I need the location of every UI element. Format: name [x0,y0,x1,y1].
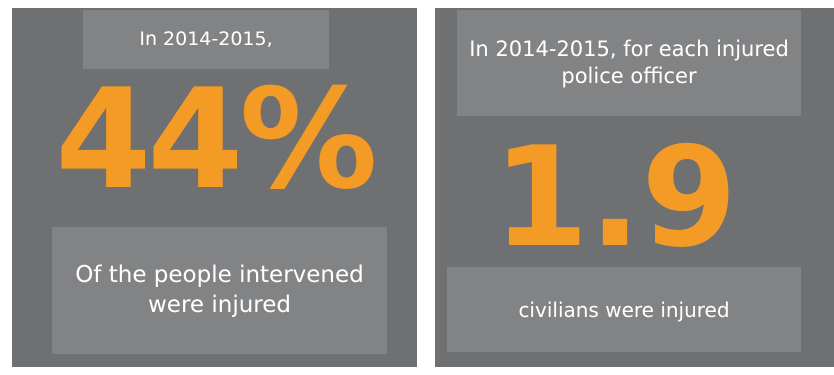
stat-value-civilian-ratio: 1.9 [492,117,738,278]
stat-card-civilian-ratio: In 2014-2015, for each injured police of… [435,8,834,367]
stat-card-intro: In 2014-2015, [83,10,329,69]
stat-value-percent-injured: 44% [55,59,377,220]
stat-card-intro: In 2014-2015, for each injured police of… [457,10,801,116]
stat-card-injured-people: In 2014-2015, 44% Of the people interven… [12,8,417,367]
stat-card-caption: civilians were injured [447,267,801,352]
stat-card-caption: Of the people intervened were injured [52,227,387,354]
